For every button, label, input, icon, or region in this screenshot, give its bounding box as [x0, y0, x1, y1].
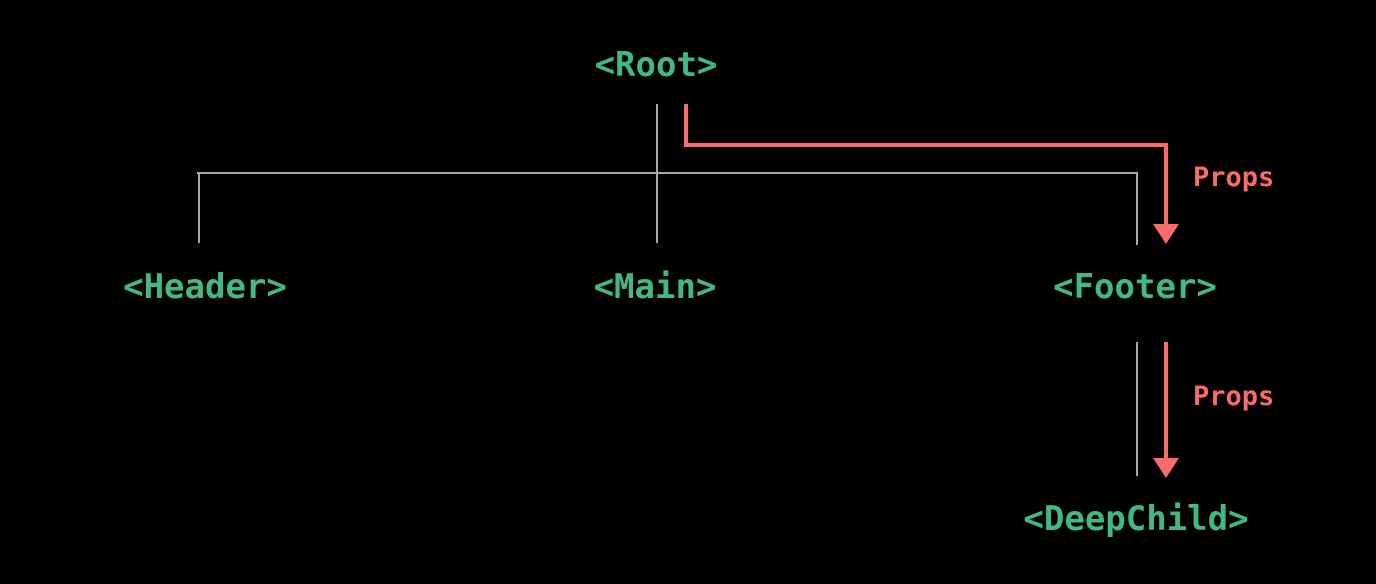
node-root: <Root> [594, 45, 718, 85]
edge-bus-to-footer-line [1136, 172, 1138, 245]
node-main: <Main> [593, 267, 717, 307]
node-header: <Header> [123, 267, 287, 307]
edge-bus-to-header-line [198, 172, 200, 243]
props-arrowhead-deepchild-icon [1153, 458, 1179, 478]
node-deepchild: <DeepChild> [1023, 499, 1249, 539]
props-arrow-root-footer-segment-drop [1164, 143, 1168, 224]
props-label-root-footer: Props [1193, 162, 1275, 193]
edge-horizontal-bus-line [197, 172, 1138, 174]
props-arrow-root-footer-segment-down [684, 104, 688, 147]
props-arrowhead-footer-icon [1153, 224, 1179, 244]
props-label-footer-deepchild: Props [1193, 381, 1275, 412]
props-arrow-footer-deepchild-segment-drop [1164, 342, 1168, 458]
node-footer: <Footer> [1053, 267, 1217, 307]
edge-footer-to-deepchild-line [1136, 342, 1138, 476]
props-arrow-root-footer-segment-across [684, 143, 1168, 147]
